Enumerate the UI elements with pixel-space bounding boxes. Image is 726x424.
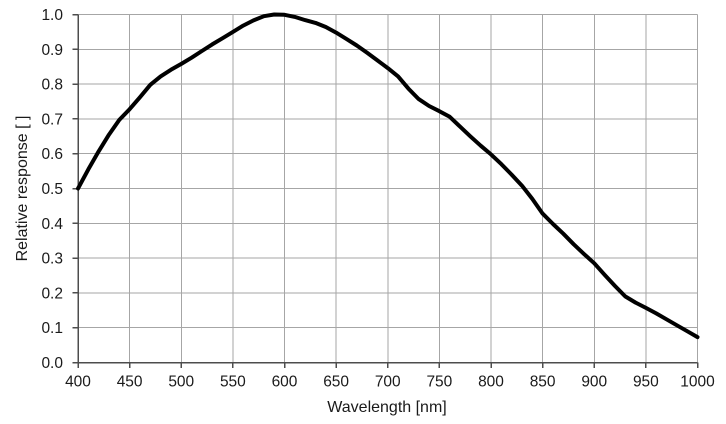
y-tick-label: 0.6 — [41, 146, 63, 163]
y-tick-label: 0.7 — [41, 111, 63, 128]
x-tick-label: 650 — [323, 374, 349, 391]
y-tick-label: 0.1 — [41, 320, 63, 337]
x-tick-label: 400 — [65, 374, 91, 391]
x-tick-label: 850 — [530, 374, 556, 391]
response-curve — [76, 12, 700, 340]
y-tick-labels: 0.0 0.1 0.2 0.3 0.4 0.5 0.6 0.7 0.8 0.9 1.0 — [41, 7, 63, 372]
y-tick-label: 0.4 — [41, 216, 63, 233]
x-tick-label: 900 — [581, 374, 607, 391]
y-tick-label: 0.5 — [41, 181, 63, 198]
x-tick-label: 550 — [220, 374, 246, 391]
x-tick-label: 450 — [117, 374, 143, 391]
x-tick-labels: 400 450 500 550 600 650 700 750 800 850 900 950 1000 — [65, 374, 715, 391]
x-tick-label: 1000 — [680, 374, 715, 391]
x-tick-label: 950 — [633, 374, 659, 391]
x-tick-label: 700 — [375, 374, 401, 391]
y-tick-label: 0.3 — [41, 251, 63, 268]
y-tick-label: 0.0 — [41, 355, 63, 372]
y-axis-title: Relative response [ ] — [14, 116, 31, 262]
x-axis-title: Wavelength [nm] — [327, 399, 446, 416]
y-tick-label: 0.9 — [41, 42, 63, 59]
x-tick-label: 750 — [426, 374, 452, 391]
series-relative-response — [76, 12, 700, 340]
x-tick-label: 500 — [168, 374, 194, 391]
y-tick-label: 1.0 — [41, 7, 63, 24]
x-tick-label: 800 — [478, 374, 504, 391]
x-tick-label: 600 — [272, 374, 298, 391]
y-tick-label: 0.8 — [41, 77, 63, 94]
y-tick-label: 0.2 — [41, 285, 63, 302]
